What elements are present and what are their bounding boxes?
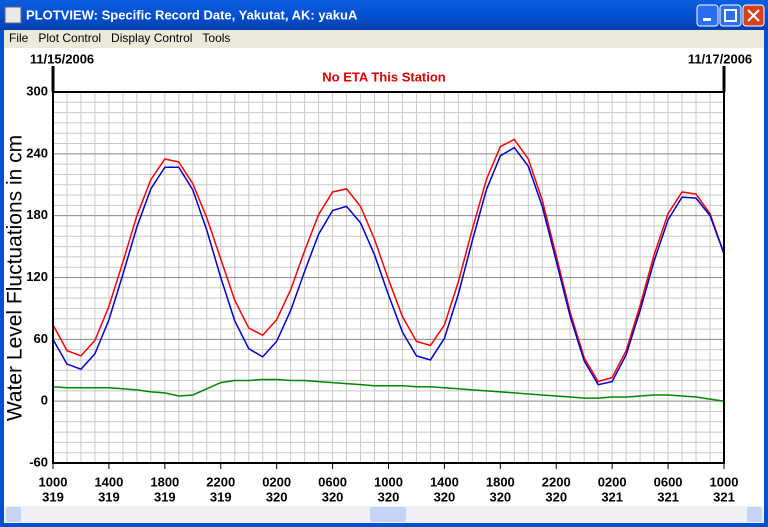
x-tick-day: 320 <box>378 489 400 504</box>
minimize-icon <box>703 18 711 21</box>
close-icon <box>747 9 760 22</box>
x-tick-label: 1800 <box>150 474 179 489</box>
x-tick-label: 0200 <box>598 474 627 489</box>
x-tick-label: 0600 <box>654 474 683 489</box>
series-line <box>52 138 725 383</box>
x-tick-day: 321 <box>657 489 679 504</box>
start-date: 11/15/2006 <box>30 51 94 66</box>
x-tick-label: 1400 <box>430 474 459 489</box>
annotation: No ETA This Station <box>322 69 446 84</box>
x-tick-day: 320 <box>489 489 511 504</box>
y-tick-label: 60 <box>34 331 48 346</box>
x-tick-label: 1000 <box>39 474 68 489</box>
x-tick-day: 320 <box>266 489 288 504</box>
menu-item[interactable]: Display Control <box>111 31 192 45</box>
y-tick-label: 120 <box>26 269 48 284</box>
x-tick-label: 0200 <box>262 474 291 489</box>
x-tick-label: 1000 <box>710 474 739 489</box>
scroll-right[interactable] <box>747 507 762 522</box>
end-date: 11/17/2006 <box>688 51 752 66</box>
y-tick-label: 0 <box>41 393 48 408</box>
title-bar <box>0 0 768 30</box>
maximize-button[interactable] <box>719 4 742 27</box>
window-title: PLOTVIEW: Specific Record Date, Yakutat,… <box>26 7 358 22</box>
scroll-left[interactable] <box>6 507 21 522</box>
series-line <box>52 378 725 402</box>
menu-item[interactable]: Plot Control <box>38 31 101 45</box>
plot-frame <box>52 91 725 464</box>
x-tick-day: 320 <box>434 489 456 504</box>
x-tick-day: 319 <box>210 489 232 504</box>
x-tick-day: 321 <box>713 489 735 504</box>
menu-item[interactable]: File <box>9 31 29 45</box>
x-tick-day: 319 <box>42 489 64 504</box>
x-tick-label: 1000 <box>374 474 403 489</box>
chart: 11/15/2006 11/17/2006 No ETA This Statio… <box>4 51 753 504</box>
x-tick-label: 2200 <box>542 474 571 489</box>
y-tick-label: -60 <box>29 454 48 469</box>
y-tick-label: 180 <box>26 207 48 222</box>
menu: File Plot Control Display Control Tools <box>9 31 230 45</box>
scroll-thumb[interactable] <box>370 507 406 522</box>
x-tick-day: 319 <box>98 489 120 504</box>
maximize-icon <box>724 9 737 22</box>
x-tick-label: 1400 <box>94 474 123 489</box>
minimize-button[interactable] <box>696 4 719 27</box>
menu-bar <box>4 30 764 48</box>
series-line <box>52 146 725 386</box>
x-tick-day: 321 <box>601 489 623 504</box>
x-tick-day: 319 <box>154 489 176 504</box>
x-tick-label: 2200 <box>206 474 235 489</box>
x-tick-day: 320 <box>322 489 344 504</box>
y-tick-label: 300 <box>26 83 48 98</box>
x-tick-day: 320 <box>545 489 567 504</box>
y-tick-label: 240 <box>26 145 48 160</box>
x-tick-label: 1800 <box>486 474 515 489</box>
menu-item[interactable]: Tools <box>202 31 230 45</box>
x-tick-label: 0600 <box>318 474 347 489</box>
app-icon <box>4 6 22 24</box>
y-axis-title: Water Level Fluctuations in cm <box>4 135 27 421</box>
